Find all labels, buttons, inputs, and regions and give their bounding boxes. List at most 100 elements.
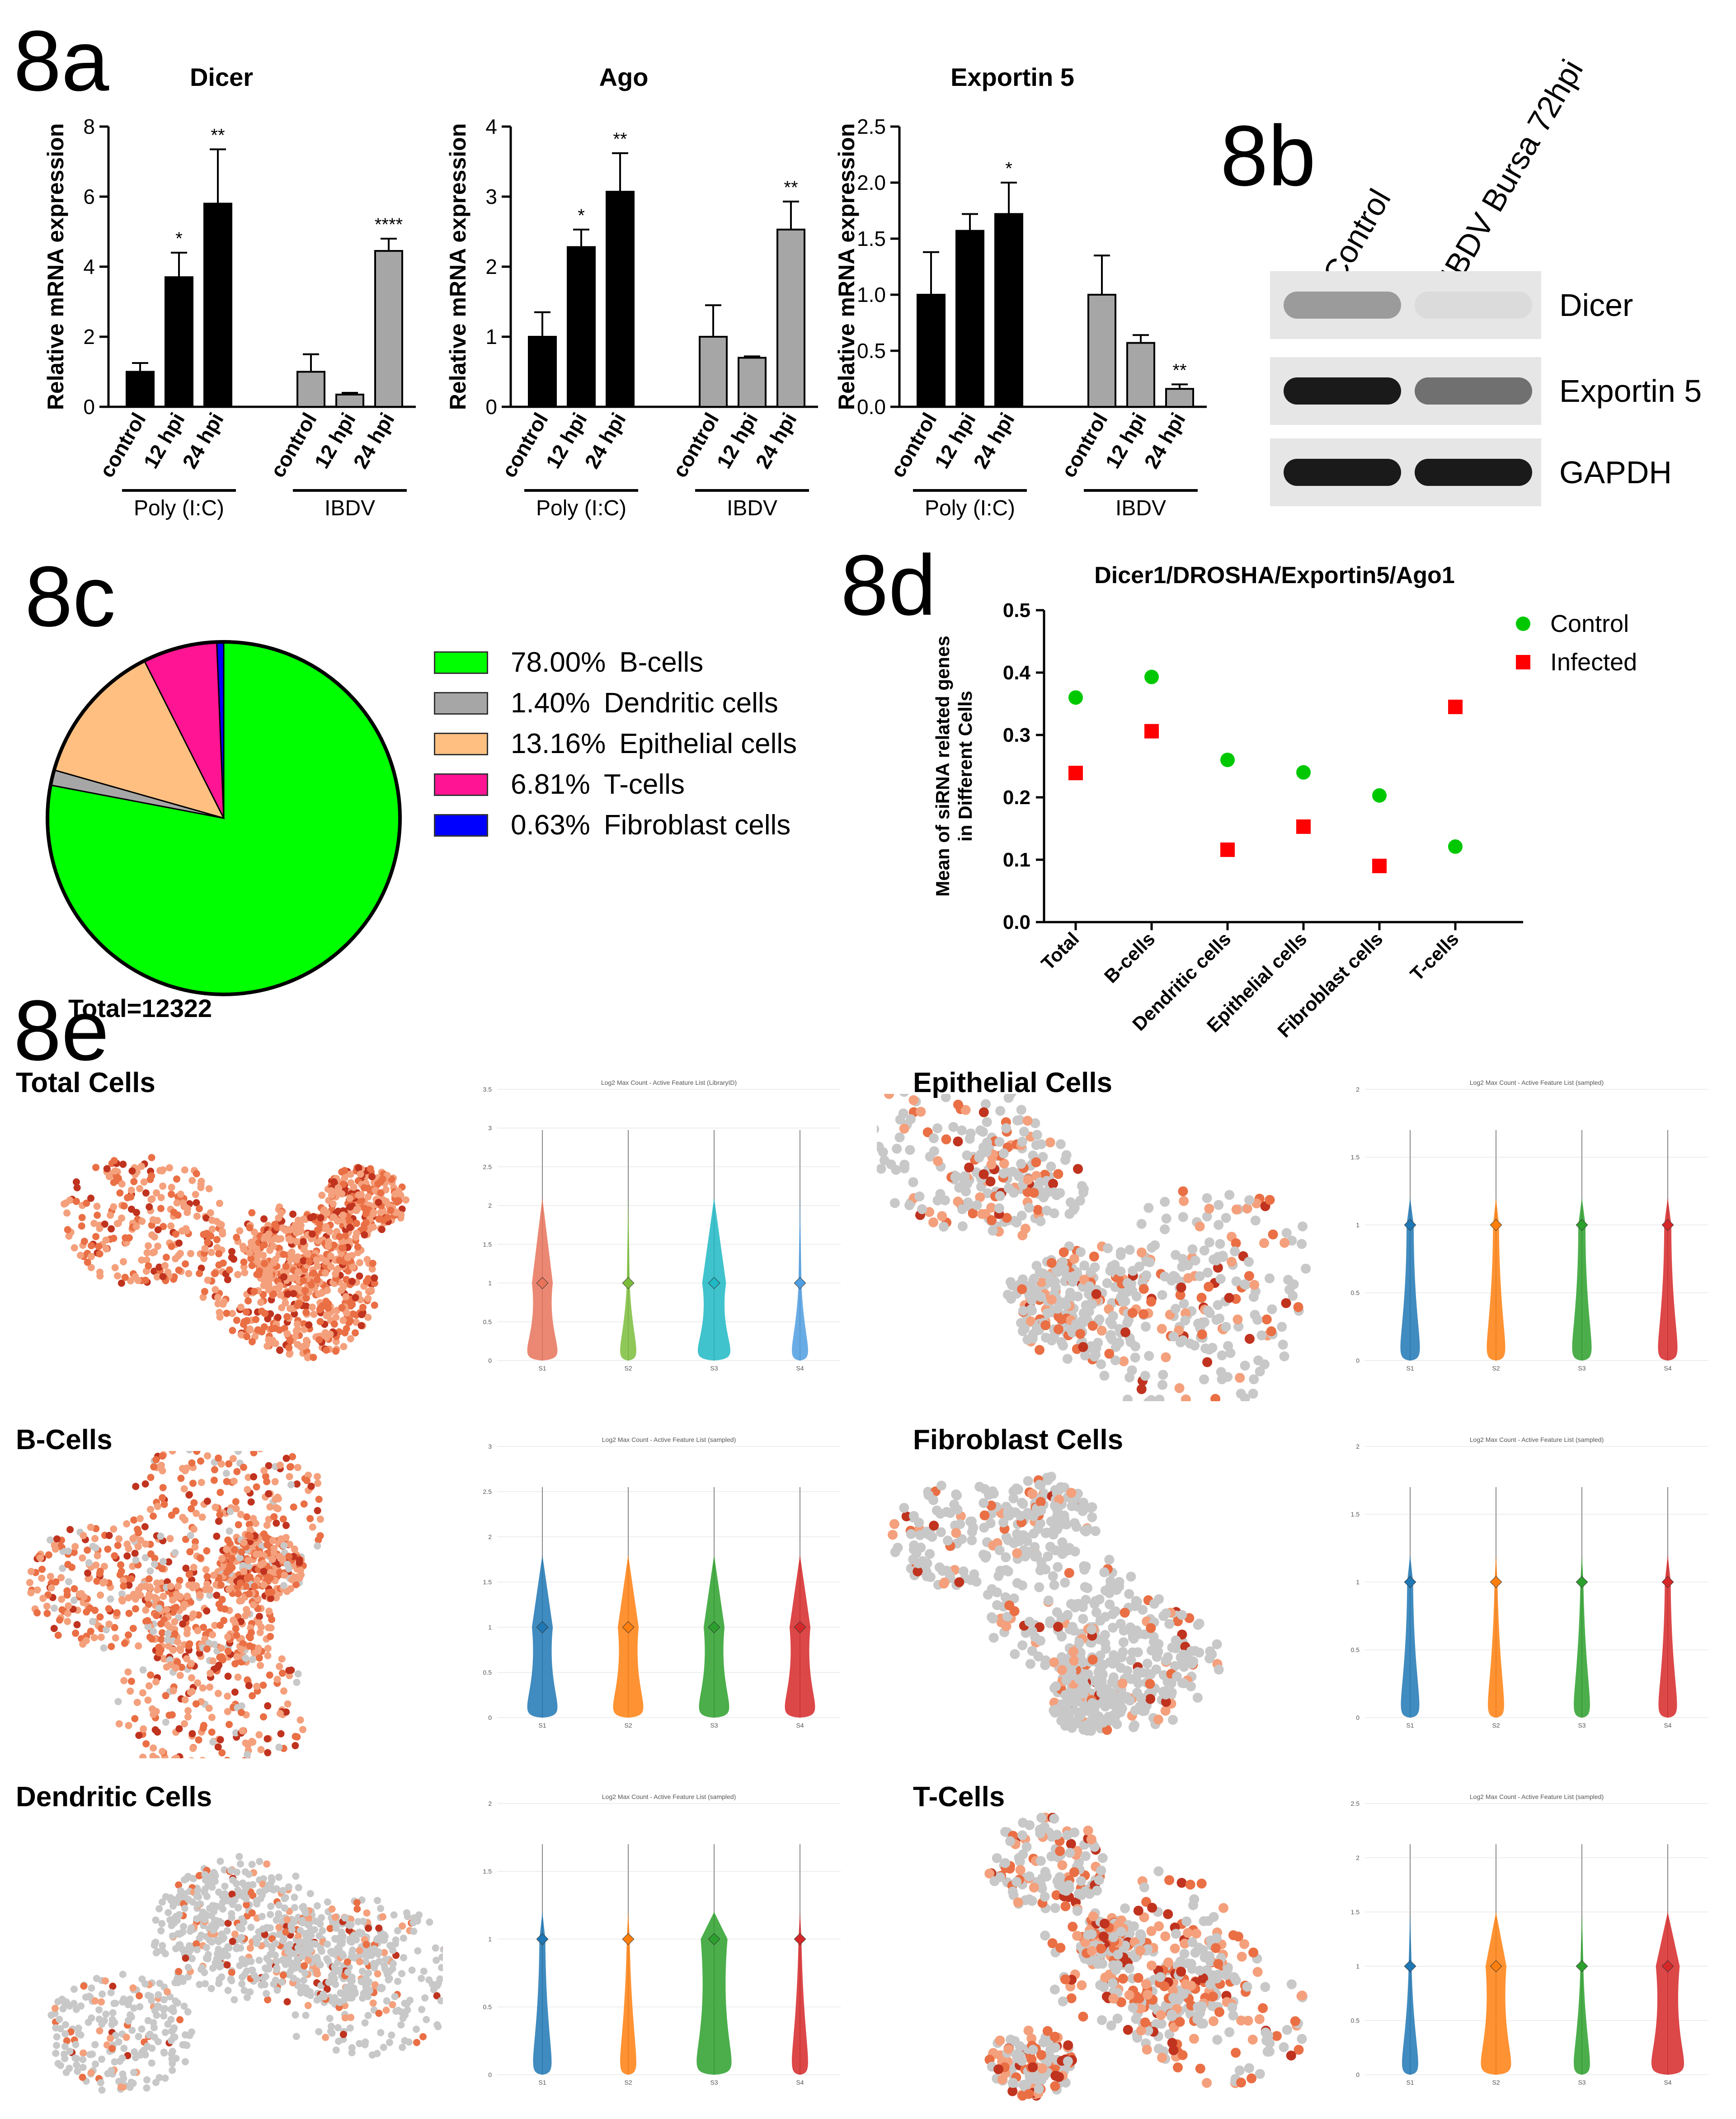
tsne-point [125,1631,132,1639]
tsne-point [212,1503,219,1511]
tsne-point [56,2015,63,2023]
tsne-point [1297,1221,1308,1232]
tsne-point [335,2037,343,2045]
tsne-point [244,1609,251,1617]
tsne-point [99,1579,107,1587]
tsne-point [301,1907,309,1915]
tsne-point [301,1326,308,1333]
tsne-point [52,1545,59,1553]
bar [955,230,984,408]
tsne-point [1187,1244,1198,1254]
group-label: Poly (I:C) [925,496,1015,520]
tsne-point [377,1209,385,1216]
tsne-point [118,2054,126,2062]
tsne-point [226,1266,233,1274]
tsne-point [994,1137,1005,1147]
panel-label-8b: 8b [1220,108,1316,204]
tsne-point [184,1707,192,1714]
tsne-point [314,1226,322,1234]
tsne-point [92,1544,99,1552]
tsne-point [1199,1374,1209,1384]
tsne-point [949,1499,960,1510]
tsne-point [214,1690,222,1697]
legend-label: Epithelial cells [619,728,797,759]
tsne-point [218,1555,226,1563]
tsne-point [94,1552,101,1559]
tsne-point [1030,1551,1040,1562]
tsne-point [159,1273,167,1281]
y-tick-label: 0 [485,395,497,419]
tsne-point [1210,1394,1221,1401]
tsne-point [1004,1600,1015,1610]
tsne-point [120,1582,127,1590]
tsne-point [324,1898,331,1906]
tsne-point [408,1966,416,1974]
tsne-point [1023,1476,1033,1486]
tsne-point [205,1639,213,1647]
tsne-point [1242,1203,1252,1214]
tsne-point [226,1527,233,1535]
tsne-point [1171,1304,1181,1314]
tsne-point [265,1462,273,1469]
tsne-point [225,1585,233,1593]
tsne-point [232,1505,240,1512]
tsne-point [224,1708,231,1715]
tsne-point [347,1335,354,1342]
tsne-point [248,1209,256,1217]
tsne-point [56,2025,64,2033]
x-tick-label: control [95,409,151,481]
tsne-point [321,1257,329,1265]
tsne-point [1094,1314,1105,1324]
tsne-point [953,1196,963,1207]
tsne-point [328,1948,335,1955]
y-tick-label: 2.0 [857,171,886,194]
tsne-point [127,1277,134,1285]
tsne-point [201,1244,209,1252]
tsne-point [313,1902,321,1910]
tsne-point [1064,1209,1075,1219]
tsne-point [179,1620,187,1628]
tsne-point [374,1970,381,1978]
tsne-point [190,1525,198,1533]
y-tick-label: 0 [1356,1357,1360,1364]
tsne-point [1131,1596,1141,1606]
tsne-point [1213,1300,1223,1310]
tsne-point [178,1663,185,1671]
tsne-point [54,2060,62,2067]
tsne-point [125,1610,133,1617]
tsne-point [368,1173,376,1181]
tsne-point [364,1952,372,1959]
tsne-point [1065,1197,1076,1207]
tsne-point [96,1224,104,1232]
tsne-point [1145,1679,1155,1689]
tsne-point [47,1584,55,1592]
tsne-point [1204,1281,1214,1292]
tsne-point [120,2044,128,2052]
tsne-point [107,1211,114,1219]
tsne-point [157,1635,165,1643]
tsne-point [247,1958,255,1965]
tsne-point [308,1230,316,1238]
legend-label: Infected [1550,649,1637,676]
tsne-point [1087,1654,1098,1665]
tsne-point [340,1283,348,1290]
tsne-point [894,1132,905,1143]
tsne-point [1077,1181,1087,1191]
tsne-point [1099,1567,1110,1577]
tsne-point [73,1184,81,1191]
tsne-point [1093,1337,1103,1348]
tsne-point [155,1605,163,1612]
tsne-point [136,1515,144,1522]
tsne-point [224,1633,232,1641]
tsne-point [332,2046,340,2054]
tsne-point [255,1731,263,1739]
tsne-point [229,1876,236,1884]
tsne-point [238,1980,246,1988]
tsne-point [327,1252,334,1260]
tsne-point [196,1270,203,1277]
tsne-point [246,1326,254,1334]
tsne-point [228,1968,235,1976]
tsne-point [159,1898,166,1906]
group-label: Poly (I:C) [536,496,626,520]
tsne-point [1117,1678,1128,1689]
